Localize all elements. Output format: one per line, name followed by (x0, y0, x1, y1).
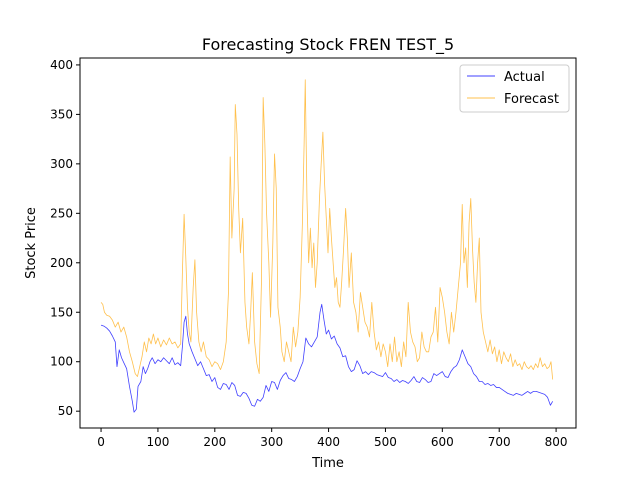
x-tick-label: 200 (203, 435, 226, 449)
y-tick-label: 150 (50, 305, 73, 319)
x-axis: 0 100 200 300 400 500 600 700 800 (97, 428, 568, 449)
y-tick-label: 250 (50, 206, 73, 220)
y-tick-label: 100 (50, 355, 73, 369)
chart-title: Forecasting Stock FREN TEST_5 (202, 35, 454, 55)
y-tick-label: 50 (58, 404, 73, 418)
legend: Actual Forecast (459, 64, 570, 113)
y-tick-label: 200 (50, 256, 73, 270)
y-axis: 50 100 150 200 250 300 350 400 (50, 58, 80, 418)
x-tick-label: 400 (317, 435, 340, 449)
x-tick-label: 600 (431, 435, 454, 449)
series-line-forecast (100, 79, 554, 380)
legend-label-actual: Actual (504, 70, 545, 85)
x-tick-label: 700 (488, 435, 511, 449)
y-axis-label: Stock Price (24, 207, 39, 279)
legend-label-forecast: Forecast (504, 92, 559, 107)
series-line-actual (100, 303, 554, 413)
x-tick-label: 300 (260, 435, 283, 449)
x-axis-label: Time (311, 456, 344, 471)
x-tick-label: 800 (545, 435, 568, 449)
x-tick-label: 0 (97, 435, 105, 449)
x-tick-label: 500 (374, 435, 397, 449)
plot-area-frame (79, 57, 577, 429)
y-tick-label: 400 (50, 58, 73, 72)
legend-box (459, 64, 570, 113)
y-tick-label: 350 (50, 107, 73, 121)
x-tick-label: 100 (146, 435, 169, 449)
y-tick-label: 300 (50, 157, 73, 171)
plot-lines (100, 79, 554, 413)
